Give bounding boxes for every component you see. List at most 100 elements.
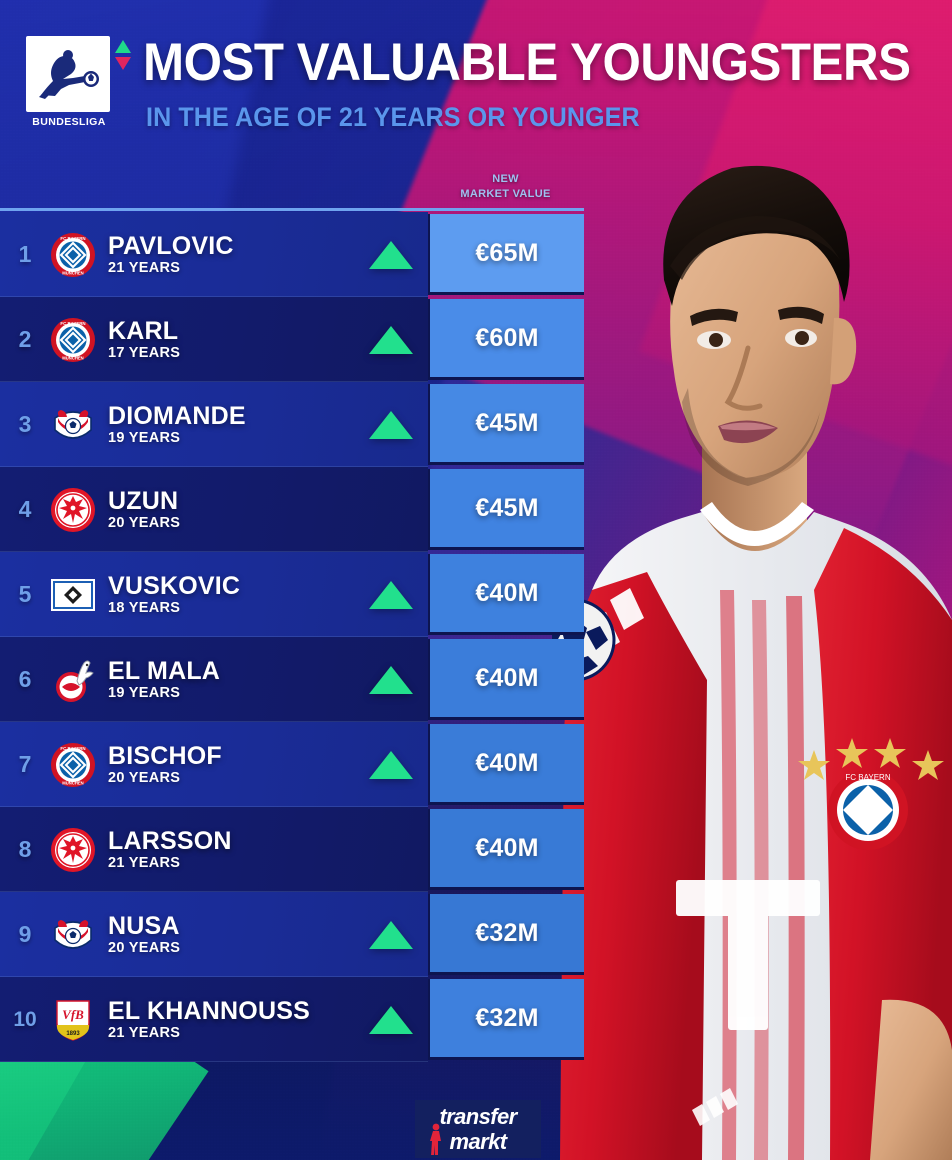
- club-crest-hamburger-sv-icon: [50, 572, 96, 618]
- table-row[interactable]: 9 NUSA 20 YEARS €32M: [0, 892, 584, 977]
- club-crest-rb-leipzig-icon: [50, 912, 96, 958]
- row-main: 3 DIOMANDE 19 YEARS: [0, 382, 428, 467]
- trend-arrow-cell: [354, 920, 428, 949]
- trend-arrow-cell: [354, 240, 428, 269]
- player-age: 20 YEARS: [108, 769, 181, 786]
- table-top-rule: [0, 208, 584, 211]
- player-info: EL KHANNOUSS 21 YEARS: [96, 998, 354, 1042]
- rank-number: 9: [18, 921, 32, 947]
- player-info: VUSKOVIC 18 YEARS: [96, 573, 354, 617]
- club-crest-eintracht-frankfurt-icon: [50, 827, 96, 873]
- trend-up-icon: [369, 750, 413, 779]
- rank-number: 10: [13, 1007, 37, 1031]
- header: BUNDESLIGA MOST VALUABLE YOUNGSTERS IN T…: [0, 0, 952, 160]
- svg-text:FC BAYERN: FC BAYERN: [60, 236, 85, 241]
- table-row[interactable]: 10 VfB 1893 EL KHANNOUSS 21 YEARS €32M: [0, 977, 584, 1062]
- market-value: €40M: [428, 809, 584, 890]
- table-row[interactable]: 2 FC BAYERN MÜNCHEN KARL 17 YEARS €60M: [0, 297, 584, 382]
- trend-arrow-cell: [354, 580, 428, 609]
- table-row[interactable]: 5 VUSKOVIC 18 YEARS €40M: [0, 552, 584, 637]
- row-main: 10 VfB 1893 EL KHANNOUSS 21 YEARS: [0, 977, 428, 1062]
- club-crest-bayern-munich-icon: FC BAYERN MÜNCHEN: [50, 742, 96, 788]
- trend-up-icon: [369, 665, 413, 694]
- player-info: NUSA 20 YEARS: [96, 913, 354, 957]
- ranking-table: 1 FC BAYERN MÜNCHEN PAVLOVIC 21 YEARS €65M 2 FC…: [0, 208, 584, 1062]
- row-main: 5 VUSKOVIC 18 YEARS: [0, 552, 428, 637]
- table-row[interactable]: 7 FC BAYERN MÜNCHEN BISCHOF 20 YEARS €40M: [0, 722, 584, 807]
- row-main: 7 FC BAYERN MÜNCHEN BISCHOF 20 YEARS: [0, 722, 428, 807]
- trend-up-icon: [369, 325, 413, 354]
- player-name: UZUN: [108, 486, 179, 515]
- rank-number: 3: [18, 411, 32, 437]
- transfermarkt-word-2: markt: [449, 1129, 508, 1154]
- svg-text:FC BAYERN: FC BAYERN: [60, 321, 85, 326]
- svg-text:1893: 1893: [66, 1031, 80, 1037]
- trend-up-icon: [369, 1005, 413, 1034]
- player-name: EL MALA: [108, 656, 221, 685]
- table-row[interactable]: 6 EL MALA 19 YEARS €40M: [0, 637, 584, 722]
- transfermarkt-word-1: transfer: [439, 1104, 517, 1129]
- bundesliga-logo: [26, 36, 110, 112]
- trend-arrow-cell: [354, 750, 428, 779]
- player-info: LARSSON 21 YEARS: [96, 828, 354, 872]
- market-value: €65M: [428, 214, 584, 295]
- market-value: €45M: [428, 384, 584, 465]
- table-row[interactable]: 8 LARSSON 21 YEARS €40M: [0, 807, 584, 892]
- player-age: 18 YEARS: [108, 599, 181, 616]
- triangle-up-icon: [115, 40, 131, 53]
- player-photo: FC BAYERN: [552, 120, 952, 1160]
- column-header-line2: MARKET VALUE: [460, 188, 551, 200]
- row-main: 1 FC BAYERN MÜNCHEN PAVLOVIC 21 YEARS: [0, 212, 428, 297]
- row-main: 8 LARSSON 21 YEARS: [0, 807, 428, 892]
- player-name: EL KHANNOUSS: [108, 996, 310, 1025]
- market-value: €60M: [428, 299, 584, 380]
- table-row[interactable]: 1 FC BAYERN MÜNCHEN PAVLOVIC 21 YEARS €65M: [0, 212, 584, 297]
- rank-number: 2: [18, 326, 32, 352]
- market-value: €40M: [428, 724, 584, 805]
- rank-number: 5: [18, 581, 32, 607]
- player-name: DIOMANDE: [108, 401, 246, 430]
- trend-arrow-cell: [354, 410, 428, 439]
- trend-arrow-cell: [354, 1005, 428, 1034]
- market-value: €32M: [428, 979, 584, 1060]
- row-main: 9 NUSA 20 YEARS: [0, 892, 428, 977]
- row-main: 4 UZUN 20 YEARS: [0, 467, 428, 552]
- market-value: €40M: [428, 639, 584, 720]
- trend-indicator-pair: [113, 40, 133, 78]
- svg-text:FC BAYERN: FC BAYERN: [60, 746, 85, 751]
- rank-number: 8: [18, 836, 32, 862]
- trend-arrow-cell: [354, 325, 428, 354]
- trend-up-icon: [369, 410, 413, 439]
- player-info: KARL 17 YEARS: [96, 318, 354, 362]
- market-value: €40M: [428, 554, 584, 635]
- player-age: 19 YEARS: [108, 429, 181, 446]
- svg-text:MÜNCHEN: MÜNCHEN: [62, 355, 83, 360]
- player-age: 17 YEARS: [108, 344, 181, 361]
- page-subtitle: IN THE AGE OF 21 YEARS OR YOUNGER: [146, 102, 640, 132]
- table-row[interactable]: 4 UZUN 20 YEARS €45M: [0, 467, 584, 552]
- player-info: EL MALA 19 YEARS: [96, 658, 354, 702]
- player-age: 21 YEARS: [108, 854, 181, 871]
- trend-up-icon: [369, 580, 413, 609]
- club-crest-bayern-munich-icon: FC BAYERN MÜNCHEN: [50, 232, 96, 278]
- player-name: VUSKOVIC: [108, 571, 241, 600]
- market-value: €32M: [428, 894, 584, 975]
- rank-number: 7: [18, 751, 32, 777]
- player-age: 21 YEARS: [108, 259, 181, 276]
- svg-text:MÜNCHEN: MÜNCHEN: [62, 780, 83, 785]
- player-info: PAVLOVIC 21 YEARS: [96, 233, 354, 277]
- svg-text:VfB: VfB: [62, 1007, 84, 1022]
- club-crest-fc-koln-icon: [50, 657, 96, 703]
- row-main: 6 EL MALA 19 YEARS: [0, 637, 428, 722]
- trend-up-icon: [369, 240, 413, 269]
- table-row[interactable]: 3 DIOMANDE 19 YEARS €45M: [0, 382, 584, 467]
- market-value-column-header: NEW MARKET VALUE: [428, 172, 583, 202]
- player-info: BISCHOF 20 YEARS: [96, 743, 354, 787]
- player-age: 20 YEARS: [108, 514, 181, 531]
- club-crest-bayern-munich-icon: FC BAYERN MÜNCHEN: [50, 317, 96, 363]
- rank-number: 6: [18, 666, 32, 692]
- player-name: NUSA: [108, 911, 180, 940]
- player-name: KARL: [108, 316, 179, 345]
- club-crest-vfb-stuttgart-icon: VfB 1893: [50, 997, 96, 1043]
- svg-text:FC BAYERN: FC BAYERN: [845, 773, 890, 782]
